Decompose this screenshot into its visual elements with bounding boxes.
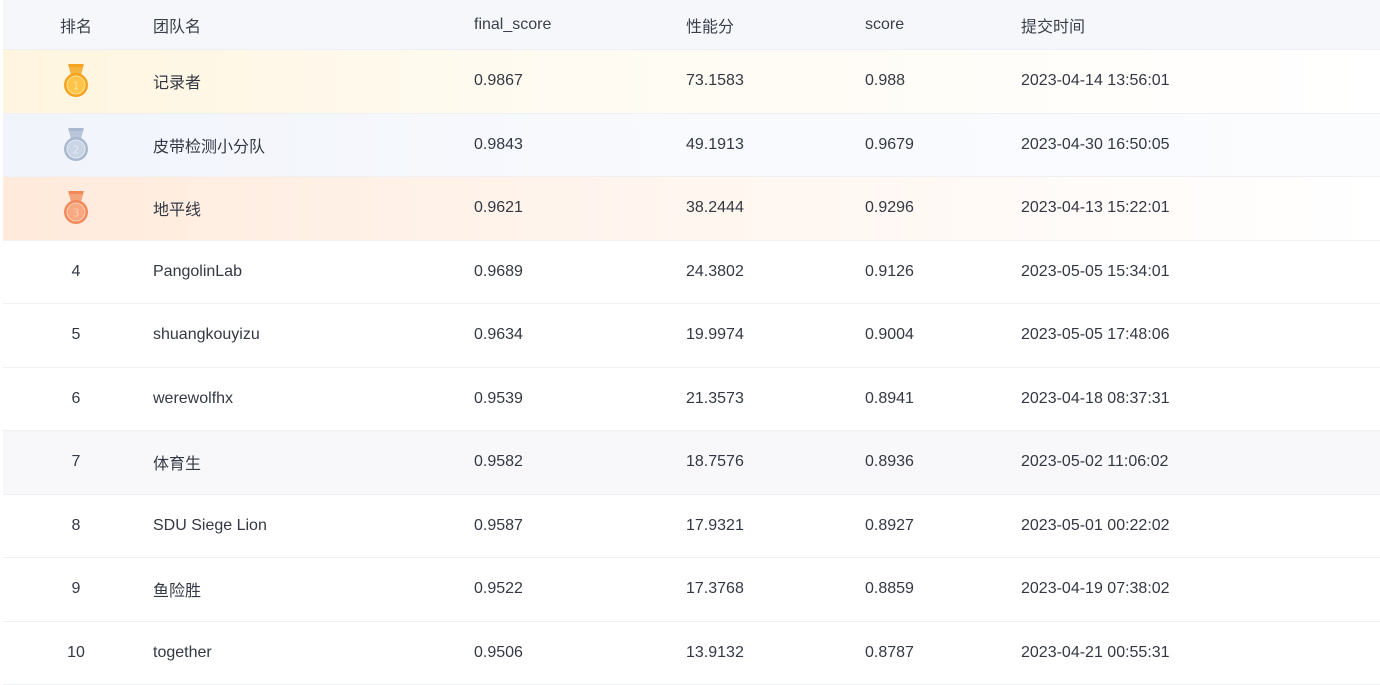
submit-time-value: 2023-04-30 16:50:05 — [1021, 114, 1170, 177]
header-submit-time: 提交时间 — [1021, 0, 1085, 49]
table-header: 排名 团队名 final_score 性能分 score 提交时间 — [3, 0, 1380, 50]
rank-cell: 9 — [3, 558, 149, 621]
rank-cell: 7 — [3, 431, 149, 494]
rank-cell: 1 — [3, 50, 149, 113]
rank-number: 10 — [67, 644, 85, 662]
performance-value: 24.3802 — [686, 241, 744, 304]
performance-value: 13.9132 — [686, 622, 744, 685]
performance-value: 17.3768 — [686, 558, 744, 621]
submit-time-value: 2023-05-05 17:48:06 — [1021, 304, 1170, 367]
submit-time-value: 2023-04-21 00:55:31 — [1021, 622, 1170, 685]
header-rank: 排名 — [3, 0, 149, 49]
table-row: 1 记录者 0.9867 73.1583 0.988 2023-04-14 13:56:0… — [3, 50, 1380, 114]
performance-value: 73.1583 — [686, 50, 744, 113]
final-score-value: 0.9867 — [474, 50, 523, 113]
team-name: 记录者 — [153, 50, 201, 113]
final-score-value: 0.9843 — [474, 114, 523, 177]
table-row: 2 皮带检测小分队 0.9843 49.1913 0.9679 2023-04-30 16… — [3, 114, 1380, 178]
table-row: 10 together 0.9506 13.9132 0.8787 2023-04-21 … — [3, 622, 1380, 685]
submit-time-value: 2023-04-18 08:37:31 — [1021, 368, 1170, 431]
rank-number: 8 — [72, 517, 81, 535]
score-value: 0.9679 — [865, 114, 914, 177]
team-name: shuangkouyizu — [153, 304, 260, 367]
score-value: 0.8936 — [865, 431, 914, 494]
rank-cell: 5 — [3, 304, 149, 367]
rank-cell: 2 — [3, 114, 149, 177]
final-score-value: 0.9621 — [474, 177, 523, 240]
medal-rank-label: 2 — [73, 143, 80, 156]
rank-number: 9 — [72, 580, 81, 598]
rank-cell: 4 — [3, 241, 149, 304]
rank-cell: 3 — [3, 177, 149, 240]
table-row: 4 PangolinLab 0.9689 24.3802 0.9126 2023-05-0… — [3, 241, 1380, 305]
silver-medal-icon: 2 — [62, 127, 90, 163]
submit-time-value: 2023-04-19 07:38:02 — [1021, 558, 1170, 621]
header-score: score — [865, 0, 904, 49]
submit-time-value: 2023-04-13 15:22:01 — [1021, 177, 1170, 240]
final-score-value: 0.9587 — [474, 495, 523, 558]
score-value: 0.9296 — [865, 177, 914, 240]
team-name: 体育生 — [153, 431, 201, 494]
final-score-value: 0.9506 — [474, 622, 523, 685]
team-name: SDU Siege Lion — [153, 495, 267, 558]
performance-value: 19.9974 — [686, 304, 744, 367]
bronze-medal-icon: 3 — [62, 190, 90, 226]
team-name: werewolfhx — [153, 368, 233, 431]
final-score-value: 0.9689 — [474, 241, 523, 304]
team-name: PangolinLab — [153, 241, 242, 304]
performance-value: 21.3573 — [686, 368, 744, 431]
submit-time-value: 2023-05-01 00:22:02 — [1021, 495, 1170, 558]
table-row: 6 werewolfhx 0.9539 21.3573 0.8941 2023-04-18… — [3, 368, 1380, 432]
final-score-value: 0.9522 — [474, 558, 523, 621]
performance-value: 17.9321 — [686, 495, 744, 558]
final-score-value: 0.9634 — [474, 304, 523, 367]
header-performance: 性能分 — [686, 0, 734, 49]
team-name: together — [153, 622, 212, 685]
rank-number: 7 — [72, 453, 81, 471]
table-row: 8 SDU Siege Lion 0.9587 17.9321 0.8927 2023-0… — [3, 495, 1380, 559]
table-row: 7 体育生 0.9582 18.7576 0.8936 2023-05-02 11:06:… — [3, 431, 1380, 495]
table-body: 1 记录者 0.9867 73.1583 0.988 2023-04-14 13:56:0… — [3, 50, 1380, 685]
final-score-value: 0.9539 — [474, 368, 523, 431]
medal-rank-label: 1 — [73, 80, 80, 93]
performance-value: 18.7576 — [686, 431, 744, 494]
submit-time-value: 2023-04-14 13:56:01 — [1021, 50, 1170, 113]
rank-number: 4 — [72, 263, 81, 281]
score-value: 0.8859 — [865, 558, 914, 621]
rank-number: 6 — [72, 390, 81, 408]
medal-rank-label: 3 — [73, 207, 80, 220]
rank-number: 5 — [72, 326, 81, 344]
score-value: 0.8941 — [865, 368, 914, 431]
score-value: 0.988 — [865, 50, 905, 113]
performance-value: 38.2444 — [686, 177, 744, 240]
score-value: 0.9126 — [865, 241, 914, 304]
leaderboard-table: 排名 团队名 final_score 性能分 score 提交时间 1 记录者 0.… — [3, 0, 1380, 685]
submit-time-value: 2023-05-02 11:06:02 — [1021, 431, 1168, 494]
submit-time-value: 2023-05-05 15:34:01 — [1021, 241, 1170, 304]
performance-value: 49.1913 — [686, 114, 744, 177]
header-team: 团队名 — [153, 0, 201, 49]
gold-medal-icon: 1 — [62, 63, 90, 99]
team-name: 鱼险胜 — [153, 558, 201, 621]
rank-cell: 10 — [3, 622, 149, 685]
team-name: 地平线 — [153, 177, 201, 240]
score-value: 0.8787 — [865, 622, 914, 685]
rank-cell: 6 — [3, 368, 149, 431]
score-value: 0.9004 — [865, 304, 914, 367]
header-final-score: final_score — [474, 0, 551, 49]
table-row: 5 shuangkouyizu 0.9634 19.9974 0.9004 2023-05… — [3, 304, 1380, 368]
score-value: 0.8927 — [865, 495, 914, 558]
table-row: 3 地平线 0.9621 38.2444 0.9296 2023-04-13 15:22:… — [3, 177, 1380, 241]
table-row: 9 鱼险胜 0.9522 17.3768 0.8859 2023-04-19 07:38:… — [3, 558, 1380, 622]
team-name: 皮带检测小分队 — [153, 114, 265, 177]
final-score-value: 0.9582 — [474, 431, 523, 494]
rank-cell: 8 — [3, 495, 149, 558]
